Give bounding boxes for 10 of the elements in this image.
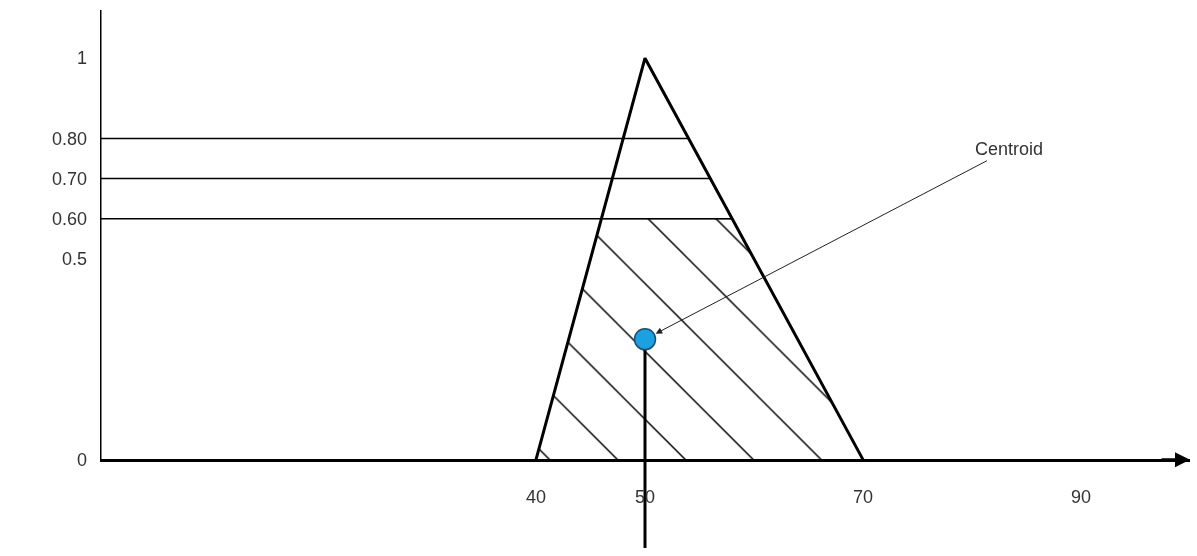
y-tick-label: 0: [76, 449, 87, 470]
y-tick-label: 1: [76, 48, 87, 69]
y-tick-label: 0.5: [61, 249, 87, 270]
annotation: Centroid: [975, 139, 1044, 159]
x-tick-label: 70: [852, 487, 874, 508]
y-tick-label: 0.60: [51, 209, 87, 230]
x-tick-label: 40: [525, 487, 547, 508]
y-tick-label: 0.80: [51, 128, 87, 149]
x-tick-label: 90: [1070, 487, 1092, 508]
y-tick-label: 0.70: [51, 168, 87, 189]
